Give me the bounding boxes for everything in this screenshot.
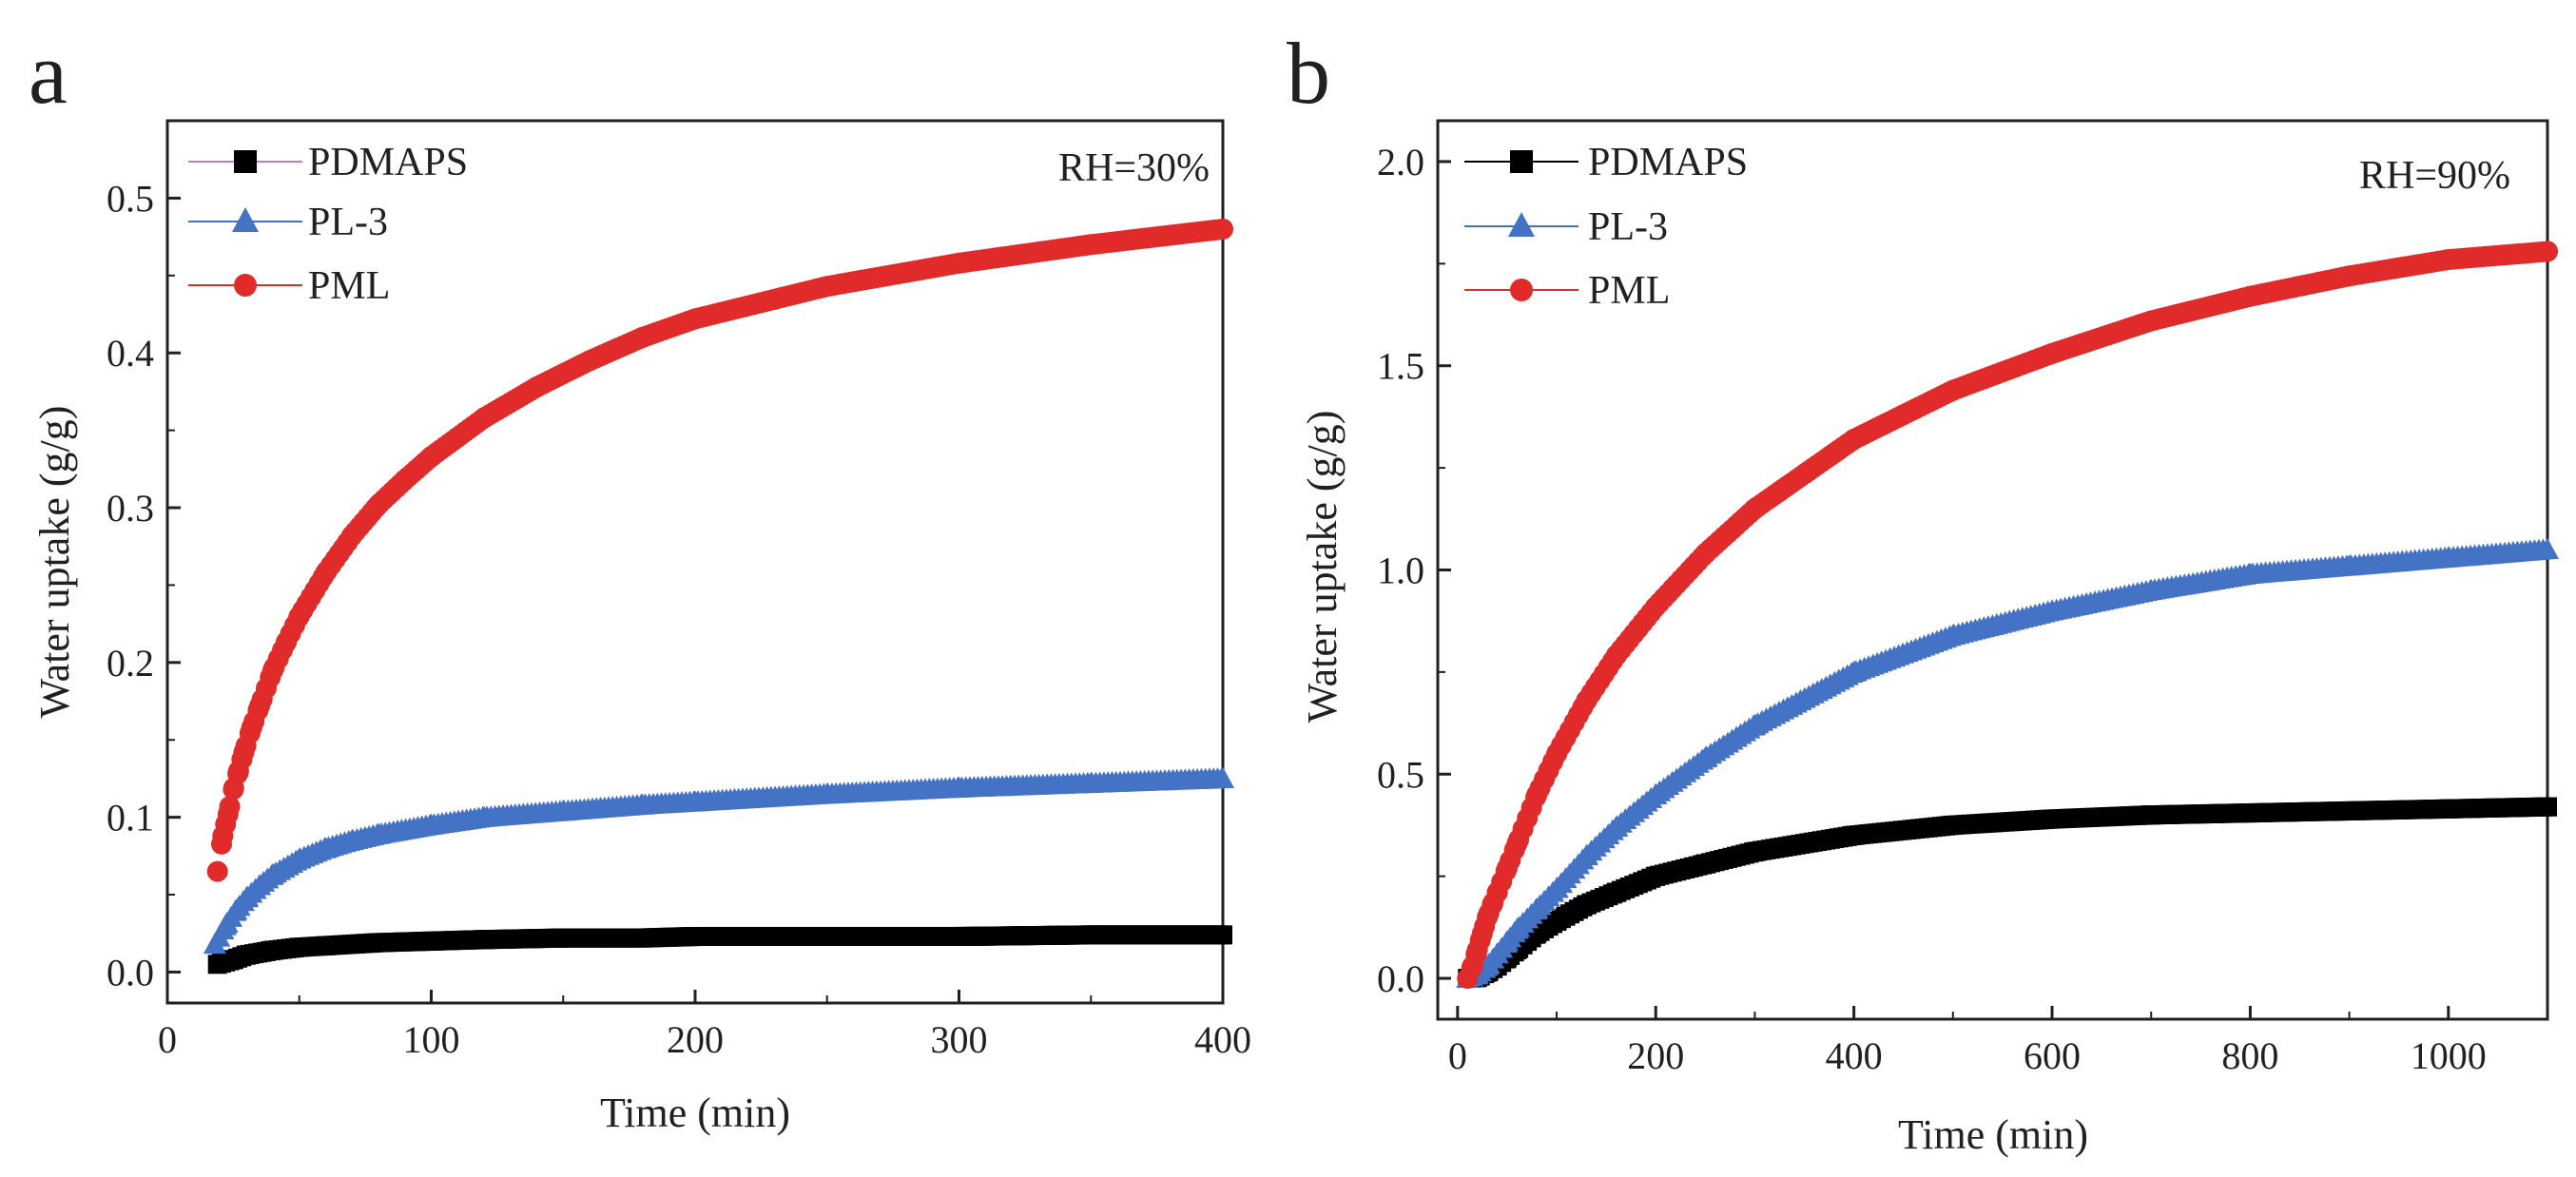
y-axis-title-a: Water uptake (g/g): [31, 406, 78, 719]
x-tick-label-a-2: 200: [667, 1018, 724, 1061]
legend-marker-pl3-b: [1508, 212, 1535, 237]
series-group-a: [203, 218, 1234, 974]
legend-label-pdmaps-a: PDMAPS: [308, 141, 468, 184]
legend-entry-pdmaps-b: PDMAPS: [1464, 141, 1748, 184]
y-tick-label-b-0: 0.0: [1377, 957, 1424, 1000]
series-pml-a: [206, 218, 1233, 882]
point-pdmaps-b-273: [2538, 797, 2557, 817]
legend-entry-pl3-a: PL-3: [188, 201, 388, 244]
point-pl3-b-273: [2536, 538, 2559, 560]
x-tick-label-a-0: 0: [158, 1018, 177, 1061]
series-pl3-a: [203, 766, 1234, 955]
point-pdmaps-a-262: [1213, 925, 1232, 945]
series-pdmaps-b: [1458, 797, 2557, 989]
panel-label-b: b: [1287, 25, 1330, 122]
x-tick-label-a-4: 400: [1194, 1018, 1251, 1061]
y-axis-title-b: Water uptake (g/g): [1299, 411, 1346, 724]
y-axis-ticks-b: 0.0 0.5 1.0 1.5 2.0: [1377, 141, 1451, 1000]
x-tick-label-b-1: 200: [1627, 1034, 1684, 1077]
x-tick-label-b-4: 800: [2221, 1034, 2278, 1077]
x-tick-label-a-1: 100: [403, 1018, 460, 1061]
x-tick-label-b-3: 600: [2024, 1034, 2081, 1077]
x-axis-ticks-a: 0 100 200 300 400: [158, 990, 1251, 1061]
legend-entry-pdmaps-a: PDMAPS: [188, 141, 468, 184]
legend-marker-pml-b: [1510, 279, 1533, 301]
legend-marker-pdmaps-a: [234, 150, 257, 173]
point-pml-a-0: [206, 860, 228, 882]
series-group-b: [1456, 241, 2559, 990]
x-tick-label-b-0: 0: [1448, 1034, 1467, 1077]
y-tick-label-b-3: 1.5: [1377, 345, 1424, 388]
series-pml-b: [1457, 241, 2558, 990]
point-pml-a-271: [1212, 218, 1233, 240]
series-pl3-b: [1456, 538, 2559, 989]
legend-entry-pml-a: PML: [188, 264, 390, 308]
point-pml-b-276: [2537, 241, 2558, 262]
point-pl3-a-266: [1211, 766, 1234, 788]
x-tick-label-b-5: 1000: [2411, 1034, 2487, 1077]
panel-b: b 0 200 400 600 800 1000 0.0 0.5 1.0 1.5 2.0 Time…: [1287, 25, 2559, 1158]
y-tick-label-a-2: 0.2: [107, 642, 154, 685]
legend-label-pml-a: PML: [308, 264, 390, 308]
legend-marker-pl3-a: [232, 207, 259, 232]
series-pdmaps-a: [207, 925, 1232, 974]
legend-label-pdmaps-b: PDMAPS: [1588, 141, 1748, 184]
plot-area-b: 0 200 400 600 800 1000 0.0 0.5 1.0 1.5 2.0: [1377, 119, 2559, 1077]
y-tick-label-a-1: 0.1: [107, 797, 154, 839]
y-tick-label-b-1: 0.5: [1377, 753, 1424, 796]
x-axis-ticks-b: 0 200 400 600 800 1000: [1448, 1006, 2487, 1077]
legend-entry-pml-b: PML: [1464, 269, 1670, 313]
rh-annotation-a: RH=30%: [1058, 146, 1210, 190]
y-tick-label-a-5: 0.5: [107, 177, 154, 220]
x-tick-label-b-2: 400: [1826, 1034, 1883, 1077]
y-tick-label-a-0: 0.0: [107, 951, 154, 994]
plot-area-a: 0 100 200 300 400 0.0 0.1 0.2 0.3 0.4 0.5: [107, 119, 1251, 1061]
y-axis-ticks-a: 0.0 0.1 0.2 0.3 0.4 0.5: [107, 177, 181, 994]
legend-entry-pl3-b: PL-3: [1464, 205, 1668, 249]
y-tick-label-b-4: 2.0: [1377, 141, 1424, 183]
x-tick-label-a-3: 300: [931, 1018, 988, 1061]
y-tick-label-a-3: 0.3: [107, 487, 154, 530]
panel-a: a 0 100 200 300 400 0.0 0.1 0.2 0.3 0.4 0.5 Time …: [29, 25, 1251, 1136]
legend-label-pl3-a: PL-3: [308, 201, 388, 244]
rh-annotation-b: RH=90%: [2359, 154, 2510, 198]
x-axis-title-b: Time (min): [1898, 1111, 2088, 1158]
point-pml-a-5: [219, 796, 241, 818]
y-tick-label-b-2: 1.0: [1377, 550, 1424, 592]
legend-b: PDMAPS PL-3 PML: [1464, 141, 1748, 313]
legend-marker-pml-a: [234, 274, 257, 297]
legend-label-pml-b: PML: [1588, 269, 1670, 313]
legend-a: PDMAPS PL-3 PML: [188, 141, 468, 308]
x-axis-title-a: Time (min): [600, 1090, 790, 1136]
legend-label-pl3-b: PL-3: [1588, 205, 1668, 249]
y-tick-label-a-4: 0.4: [107, 332, 154, 375]
panel-label-a: a: [29, 25, 68, 122]
legend-marker-pdmaps-b: [1510, 150, 1533, 173]
